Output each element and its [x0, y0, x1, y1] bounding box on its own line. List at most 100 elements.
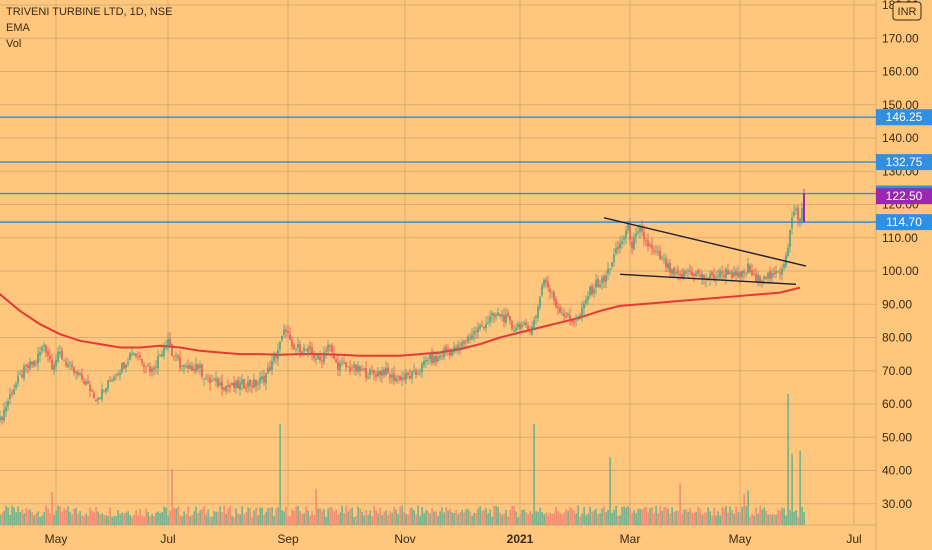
candle	[763, 276, 765, 280]
volume-bar	[403, 512, 405, 525]
candle	[37, 354, 39, 364]
trendline[interactable]	[619, 273, 797, 285]
volume-bar	[339, 512, 341, 525]
candle	[663, 258, 665, 260]
volume-bar	[391, 512, 393, 525]
symbol-title[interactable]: TRIVENI TURBINE LTD, 1D, NSE	[6, 6, 173, 18]
candle	[67, 364, 69, 368]
candle	[695, 272, 697, 277]
gridlines	[0, 0, 876, 525]
volume-bar	[65, 510, 67, 525]
candle	[219, 382, 221, 386]
volume-bar	[71, 514, 73, 525]
candle	[121, 363, 123, 373]
volume-bar	[615, 505, 617, 525]
candle	[201, 364, 203, 377]
volume-bar	[619, 515, 621, 525]
candle	[759, 276, 761, 283]
candle	[117, 374, 119, 375]
volume-bar	[97, 511, 99, 525]
candle	[0, 416, 1, 420]
volume-bar	[29, 509, 31, 525]
volume-bar	[119, 514, 121, 525]
volume-bar	[409, 507, 411, 525]
volume-bar	[511, 505, 513, 525]
candle	[477, 327, 479, 333]
volume-bar	[447, 510, 449, 525]
candle	[475, 330, 477, 332]
volume-bar	[485, 508, 487, 525]
volume-bar	[319, 508, 321, 525]
volume-bar	[571, 508, 573, 525]
volume-bar	[395, 509, 397, 525]
volume-bar	[51, 492, 53, 525]
trendlines[interactable]	[603, 217, 807, 285]
volume-bar	[177, 506, 179, 525]
candle	[743, 270, 745, 274]
volume-bar	[709, 511, 711, 525]
candle	[625, 230, 627, 238]
candle	[133, 353, 135, 356]
volume-bar	[789, 510, 791, 525]
volume-bar	[411, 507, 413, 525]
volume-bar	[171, 468, 173, 525]
candle	[297, 344, 299, 348]
candle	[359, 366, 361, 372]
volume-bar	[293, 510, 295, 525]
candle	[483, 326, 485, 329]
volume-bar	[721, 506, 723, 525]
volume-bar	[281, 510, 283, 525]
volume-bar	[37, 511, 39, 525]
volume-bar	[159, 512, 161, 525]
volume-bar	[753, 515, 755, 525]
candle	[461, 342, 463, 347]
volume-bar	[217, 511, 219, 525]
candle	[285, 329, 287, 332]
currency-badge[interactable]	[892, 1, 922, 21]
candle	[263, 376, 265, 383]
volume-bar	[343, 513, 345, 525]
candle	[281, 335, 283, 340]
volume-bar	[413, 510, 415, 525]
candle	[329, 345, 331, 347]
volume-bar	[85, 513, 87, 525]
volume-bar	[253, 510, 255, 525]
candle	[101, 389, 103, 400]
candle	[661, 257, 663, 259]
candle	[321, 360, 323, 361]
volume-bar	[165, 507, 167, 525]
candle	[245, 387, 247, 390]
volume-bar	[251, 516, 253, 525]
volume-bar	[13, 507, 15, 525]
volume-bar	[231, 515, 233, 525]
x-tick-label: Mar	[620, 532, 641, 546]
candle	[251, 385, 253, 387]
candle	[241, 379, 243, 385]
volume-bar	[679, 483, 681, 525]
volume-bar	[733, 513, 735, 525]
volume-bar	[771, 514, 773, 525]
candle	[575, 320, 577, 322]
candle	[215, 378, 217, 382]
candle	[243, 379, 245, 388]
candle	[681, 273, 683, 278]
candle	[731, 272, 733, 278]
candle	[463, 340, 465, 344]
volume-bar	[461, 509, 463, 525]
volume-bar	[455, 510, 457, 525]
candle	[213, 379, 215, 381]
candle	[233, 382, 235, 388]
ema-indicator-label[interactable]: EMA	[6, 22, 30, 34]
volume-bar	[211, 516, 213, 525]
volume-bar	[189, 516, 191, 525]
volume-bar	[457, 514, 459, 525]
trendline[interactable]	[603, 217, 807, 267]
volume-bar	[27, 510, 29, 525]
candle	[323, 352, 325, 363]
candle	[549, 288, 551, 293]
candle	[479, 325, 481, 329]
volume-indicator-label[interactable]: Vol	[6, 38, 22, 50]
candle	[495, 315, 497, 318]
volume-bar	[635, 513, 637, 525]
